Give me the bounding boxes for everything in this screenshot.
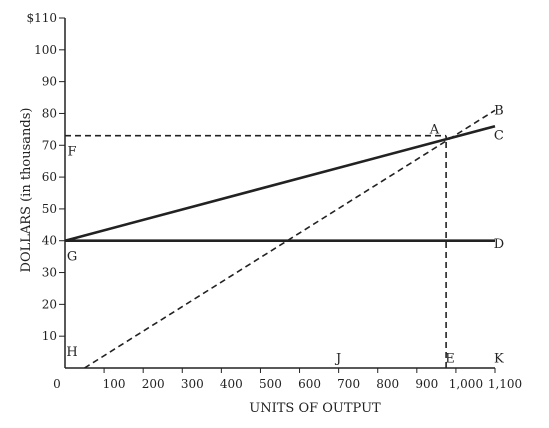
series-line-3 [84,109,496,369]
series-line-1 [64,124,496,242]
x-tick-label: 600 [298,377,321,391]
x-tick-label: 500 [259,377,282,391]
point-label-d: D [494,237,504,252]
y-tick-label: 100 [34,43,57,57]
point-label-e: E [445,351,455,366]
x-tick-label: 400 [220,377,243,391]
x-tick-label: 0 [53,377,61,391]
x-tick-label: 800 [376,377,399,391]
y-tick-label: 10 [42,329,57,343]
point-label-f: F [68,145,77,160]
point-label-g: G [67,250,77,265]
x-tick-label: 700 [337,377,360,391]
lines [64,109,496,369]
x-tick-label: 900 [415,377,438,391]
x-tick-label: 1,000 [449,377,483,391]
point-label-c: C [494,129,504,144]
point-label-j: J [334,351,341,366]
y-tick-label: $110 [26,11,57,25]
axes [64,18,495,369]
x-axis-title: UNITS OF OUTPUT [249,401,381,416]
point-label-b: B [494,103,504,118]
y-axis-title: DOLLARS (in thousands) [19,108,34,273]
y-tick-label: 70 [42,138,57,152]
x-tick-label: 100 [103,377,126,391]
point-labels: A BC D E F G H J K [66,103,504,366]
y-tick-label: 80 [42,106,57,120]
y-tick-label: 60 [42,170,57,184]
point-label-a: A [429,122,440,137]
y-tick-label: 20 [42,297,57,311]
point-label-h: H [66,345,77,360]
x-tick-label: 1,100 [488,377,522,391]
y-tick-label: 40 [42,234,57,248]
x-tick-label: 300 [181,377,204,391]
x-tick-label: 200 [142,377,165,391]
ticks: 10 20 30 40 50 60 70 80 90 100 $110 0 100 200 300 400 50… [26,11,522,391]
point-label-k: K [494,351,504,366]
y-tick-label: 50 [42,202,57,216]
y-tick-label: 30 [42,266,57,280]
y-tick-label: 90 [42,75,57,89]
